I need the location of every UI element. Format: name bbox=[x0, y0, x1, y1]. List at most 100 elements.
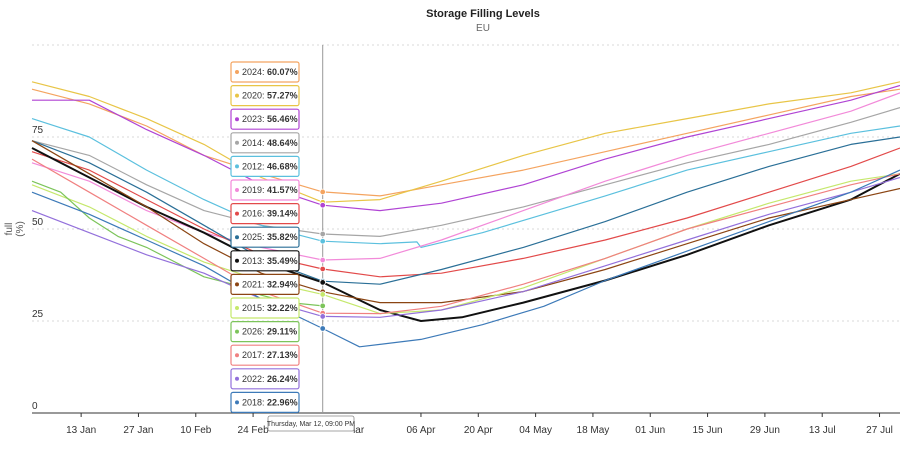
tooltip-series-name: 2014 bbox=[242, 138, 262, 148]
y-axis-label-line1: full bbox=[4, 223, 15, 236]
tooltip-2018: 2018: 22.96% bbox=[230, 391, 300, 413]
x-tick-label: 01 Jun bbox=[635, 425, 665, 436]
hover-marker-2023 bbox=[319, 202, 326, 209]
tooltip-box bbox=[230, 155, 300, 177]
series-line-2017[interactable] bbox=[31, 158, 900, 315]
hover-marker-2019 bbox=[319, 256, 326, 264]
tooltip-2017: 2017: 27.13% bbox=[230, 344, 300, 366]
x-tick-label: 27 Jan bbox=[123, 425, 153, 436]
series-lines bbox=[31, 81, 900, 348]
tooltip-series-value: 35.49% bbox=[267, 256, 298, 266]
tooltip-2021: 2021: 32.94% bbox=[230, 273, 300, 295]
x-tick-label: 20 Apr bbox=[464, 425, 494, 436]
chart-title: Storage Filling Levels bbox=[426, 8, 540, 20]
series-line-2024[interactable] bbox=[31, 88, 900, 197]
tooltip-dot bbox=[235, 282, 239, 287]
tooltip-2025: 2025: 35.82% bbox=[230, 226, 300, 248]
tooltip-text: 2013: 35.49% bbox=[242, 256, 298, 266]
y-axis-label-line2: (%) bbox=[15, 221, 26, 237]
series-line-2025[interactable] bbox=[31, 136, 900, 285]
hover-marker-2022 bbox=[319, 313, 326, 320]
tooltip-text: 2012: 46.68% bbox=[242, 161, 298, 171]
tooltip-2022: 2022: 26.24% bbox=[230, 368, 300, 390]
x-tick-label: 06 Apr bbox=[407, 425, 437, 436]
series-line-2019[interactable] bbox=[31, 92, 900, 261]
x-tick-label: 04 May bbox=[519, 425, 552, 436]
series-line-2015[interactable] bbox=[31, 173, 900, 315]
tooltip-box bbox=[230, 108, 300, 130]
tooltip-series-value: 29.11% bbox=[267, 327, 297, 337]
tooltip-dot bbox=[235, 188, 239, 192]
y-tick-label: 75 bbox=[32, 125, 44, 136]
tooltip-text: 2016: 39.14% bbox=[242, 209, 298, 219]
series-line-2016[interactable] bbox=[31, 147, 900, 278]
tooltip-dot bbox=[235, 329, 239, 334]
x-tick-label-partial: lar bbox=[353, 425, 365, 436]
tooltip-series-value: 57.27% bbox=[267, 91, 298, 101]
y-tick-label: 25 bbox=[32, 309, 44, 320]
tooltip-dot bbox=[235, 93, 239, 98]
tooltip-series-name: 2012 bbox=[242, 161, 262, 171]
series-line-2018[interactable] bbox=[31, 169, 900, 348]
tooltip-box bbox=[230, 273, 300, 295]
tooltip-series-value: 32.22% bbox=[267, 303, 298, 313]
tooltip-series-name: 2019 bbox=[242, 185, 262, 195]
tooltip-text: 2015: 32.22% bbox=[242, 303, 298, 313]
series-line-2014[interactable] bbox=[31, 107, 900, 237]
hover-marker-2024 bbox=[319, 188, 326, 196]
series-line-2020[interactable] bbox=[31, 81, 900, 203]
series-line-2021[interactable] bbox=[31, 140, 900, 304]
tooltip-text: 2019: 41.57% bbox=[242, 185, 298, 195]
series-tooltips: 2024: 60.07% 2020: 57.27% 2023: 56.46% 2014… bbox=[230, 61, 300, 413]
x-tick-label: 13 Jul bbox=[809, 425, 836, 436]
tooltip-2026: 2026: 29.11% bbox=[230, 321, 300, 343]
tooltip-dot bbox=[235, 306, 239, 310]
tooltip-series-value: 32.94% bbox=[267, 279, 298, 289]
tooltip-text: 2023: 56.46% bbox=[242, 114, 298, 124]
x-tick-label: 13 Jan bbox=[66, 425, 96, 436]
x-tick-label: 29 Jun bbox=[750, 425, 780, 436]
tooltip-series-name: 2015 bbox=[242, 303, 262, 313]
tooltip-text: 2022: 26.24% bbox=[242, 374, 298, 384]
tooltip-text: 2017: 27.13% bbox=[242, 350, 298, 360]
y-ticks: 0 25 50 75 bbox=[32, 125, 44, 412]
tooltip-box bbox=[230, 179, 300, 201]
series-line-2023[interactable] bbox=[32, 84, 900, 212]
tooltip-2024: 2024: 60.07% bbox=[230, 61, 300, 83]
tooltip-box bbox=[230, 250, 300, 272]
series-line-2012[interactable] bbox=[31, 118, 900, 248]
series-line-2022[interactable] bbox=[31, 176, 900, 318]
tooltip-box bbox=[230, 321, 300, 343]
tooltip-2020: 2020: 57.27% bbox=[230, 84, 300, 107]
hover-marker-2016 bbox=[319, 265, 326, 273]
tooltip-dot bbox=[235, 353, 239, 358]
tooltip-box bbox=[230, 132, 300, 154]
tooltip-box bbox=[230, 84, 300, 107]
tooltip-series-name: 2022 bbox=[242, 374, 262, 384]
series-line-2013[interactable] bbox=[31, 147, 900, 322]
tooltip-text: 2025: 35.82% bbox=[242, 232, 298, 242]
hover-marker-2018 bbox=[319, 325, 326, 332]
tooltip-box bbox=[230, 391, 300, 413]
tooltip-series-name: 2024 bbox=[242, 67, 262, 77]
hover-marker-2026 bbox=[319, 302, 326, 310]
tooltip-2014: 2014: 48.64% bbox=[230, 132, 300, 154]
hover-marker-2013 bbox=[319, 279, 326, 286]
tooltip-dot bbox=[235, 258, 239, 263]
tooltip-series-value: 39.14% bbox=[267, 209, 298, 219]
hover-date-label: Thursday, Mar 12, 09:00 PM bbox=[267, 415, 355, 432]
tooltip-series-name: 2023 bbox=[242, 114, 262, 124]
tooltip-box bbox=[230, 368, 300, 390]
tooltip-dot bbox=[235, 70, 239, 74]
tooltip-box bbox=[230, 297, 300, 319]
tooltip-dot bbox=[235, 117, 239, 122]
tooltip-dot bbox=[235, 235, 239, 240]
tooltip-text: 2021: 32.94% bbox=[242, 279, 298, 289]
tooltip-series-value: 22.96% bbox=[267, 397, 298, 407]
tooltip-series-name: 2017 bbox=[242, 350, 262, 360]
tooltip-text: 2018: 22.96% bbox=[242, 397, 298, 407]
x-tick-label: 10 Feb bbox=[180, 425, 212, 436]
tooltip-series-value: 27.13% bbox=[267, 350, 298, 360]
tooltip-series-value: 56.46% bbox=[267, 114, 298, 124]
